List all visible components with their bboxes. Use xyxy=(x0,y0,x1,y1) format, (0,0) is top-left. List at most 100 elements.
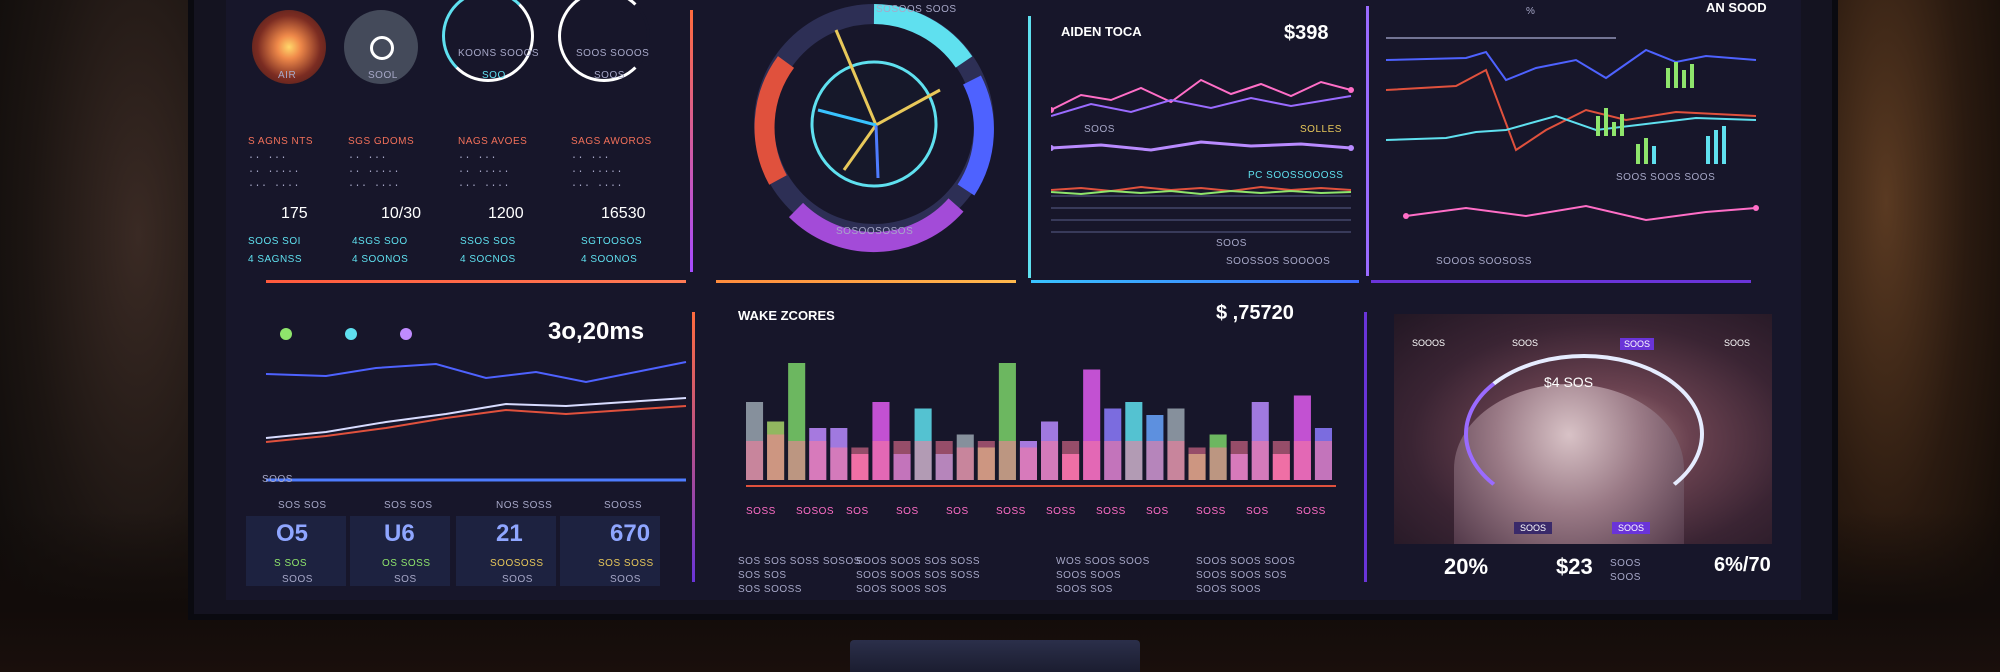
ring-chart xyxy=(754,4,994,253)
tr-bar-11 xyxy=(1652,146,1656,164)
bars-note-mid-1: SOOS SOOS SOS SOSS xyxy=(856,556,981,567)
bar-base-20 xyxy=(1146,441,1164,480)
gauge-4-value: SOOS xyxy=(594,70,625,81)
kpi-2-value: U6 xyxy=(384,520,415,547)
bar-x-label: SOSS xyxy=(996,506,1026,517)
tr-bar-8 xyxy=(1690,64,1694,88)
stat-3-value: 1200 xyxy=(488,205,524,222)
bar-x-label: SOSS xyxy=(1096,506,1126,517)
stat-lines-2: ·· ··· ·· ····· ··· ···· xyxy=(348,153,401,192)
line-series-flat xyxy=(1051,140,1352,152)
kpi-3-value: 21 xyxy=(496,520,523,547)
bar-base-28 xyxy=(1314,441,1332,480)
bar-base-16 xyxy=(1062,441,1080,480)
bar-base-19 xyxy=(1125,441,1143,480)
bar-base-25 xyxy=(1251,441,1269,480)
stat-1-sub1: SOOS SOI xyxy=(248,236,301,247)
tr-bar-14 xyxy=(1722,126,1726,164)
kpi-header-1: SOS SOS xyxy=(278,500,327,511)
temperature-gauge[interactable] xyxy=(252,10,326,84)
bar-base-15 xyxy=(1041,441,1059,480)
line-dot-2 xyxy=(1348,87,1354,93)
bars-note-right-2: SOOS SOOS SOS xyxy=(1196,570,1287,581)
bars-note-mid2-1: WOS SOOS SOOS xyxy=(1056,556,1150,567)
stat-4-sub2: 4 SOONOS xyxy=(581,254,638,265)
gauge-2-label: SOOL xyxy=(368,70,398,81)
video-stat-2: $23 xyxy=(1556,554,1593,579)
line-legend-3: PC SOOSSOOOSS xyxy=(1248,170,1344,181)
bar-base-5 xyxy=(830,447,848,480)
tr-dot-1 xyxy=(1403,213,1409,219)
line-legend-2: SOLLES xyxy=(1300,124,1342,135)
top-right-title: AN SOOD xyxy=(1706,0,1767,15)
video-stat-3: 6%/70 xyxy=(1714,554,1771,576)
bar-base-18 xyxy=(1104,441,1122,480)
stat-4-header: SAGS AWOROS xyxy=(571,136,652,147)
video-stat-2-sub2: SOOS xyxy=(1610,572,1641,583)
kpi-header-3: NOS SOSS xyxy=(496,500,553,511)
kpi-cell-3[interactable] xyxy=(456,516,556,586)
bar-x-label: SOS xyxy=(846,506,869,517)
line-series-pink xyxy=(1051,78,1352,111)
ring-segment-cyan xyxy=(873,4,973,68)
kpi-cell-2[interactable] xyxy=(350,516,450,586)
bar-base-2 xyxy=(767,434,785,480)
tr-bar-10 xyxy=(1644,138,1648,164)
line-panel-amount: $398 xyxy=(1284,22,1329,44)
line-dot-3 xyxy=(1051,145,1054,151)
latency-chart xyxy=(265,328,687,482)
kpi-cell-1[interactable] xyxy=(246,516,346,586)
stat-2-sub1: 4SGS SOO xyxy=(352,236,408,247)
gauge-3-value: SOO xyxy=(482,70,506,81)
kpi-3-sub2: SOOS xyxy=(502,574,533,585)
divider-h-mid2 xyxy=(1031,280,1359,283)
ring-segment-purple xyxy=(788,198,964,253)
top-right-footer: SOOOS SOOSOSS xyxy=(1436,256,1532,267)
kpi-2-sub1: OS SOSS xyxy=(382,558,431,569)
stat-3-header: NAGS AVOES xyxy=(458,136,528,147)
stat-3-sub1: SSOS SOS xyxy=(460,236,516,247)
latency-line-white xyxy=(265,397,687,439)
video-tag-bottom-2: SOOS xyxy=(1612,522,1651,534)
bar-base-13 xyxy=(998,441,1016,480)
video-overlay: $4 SOS xyxy=(1544,374,1594,390)
monitor: AIR SOOL KOONS SOOOS SOO SOOS SOOOS SOOS… xyxy=(188,0,1838,620)
line-dot-4 xyxy=(1348,145,1354,151)
gauge-center-ring xyxy=(370,36,394,60)
ring-gauge-4[interactable] xyxy=(558,0,650,82)
tr-bar-13 xyxy=(1714,130,1718,164)
ring-gauge-3[interactable] xyxy=(442,0,534,82)
video-tag-3: SOOS xyxy=(1620,338,1655,350)
latency-line-red xyxy=(265,405,687,443)
bar-base-10 xyxy=(935,441,953,480)
bar-x-label: SOS xyxy=(1146,506,1169,517)
top-right-mark: % xyxy=(1526,6,1536,17)
gauges-panel: AIR SOOL KOONS SOOOS SOO SOOS SOOOS SOOS… xyxy=(226,0,696,290)
tr-bar-7 xyxy=(1682,70,1686,88)
divider-h-right xyxy=(1371,280,1751,283)
bars-amount: $ ,75720 xyxy=(1216,302,1294,324)
bars-title: WAKE ZCORES xyxy=(738,308,835,323)
kpi-4-value: 670 xyxy=(610,520,651,547)
bar-base-14 xyxy=(1019,447,1037,480)
ring-needle-1 xyxy=(834,29,878,126)
line-legend-4: SOOS xyxy=(1216,238,1247,249)
tr-line-cyan xyxy=(1386,114,1757,141)
divider-h-left xyxy=(266,280,686,283)
video-tag-bottom-1: SOOS xyxy=(1514,522,1553,534)
gauge-4-title: SOOS SOOOS xyxy=(576,48,650,59)
bar-base-4 xyxy=(809,441,827,480)
kpi-1-sub1: S SOS xyxy=(274,558,308,569)
divider-v1 xyxy=(690,10,693,272)
tr-bar-1 xyxy=(1596,116,1600,136)
kpi-cell-4[interactable] xyxy=(560,516,660,586)
bar-base-22 xyxy=(1188,447,1206,480)
video-feed[interactable]: SOOOS SOOS SOOS SOOS $4 SOS SOOS SOOS xyxy=(1394,314,1772,544)
bar-x-label: SOSS xyxy=(1046,506,1076,517)
kpi-3-sub1: SOOSOSS xyxy=(490,558,544,569)
ring-needle-5 xyxy=(817,108,877,127)
bar-base-12 xyxy=(977,441,995,480)
tr-bar-2 xyxy=(1604,108,1608,136)
bar-x-label: SOS xyxy=(896,506,919,517)
node-icon-3 xyxy=(400,328,412,340)
